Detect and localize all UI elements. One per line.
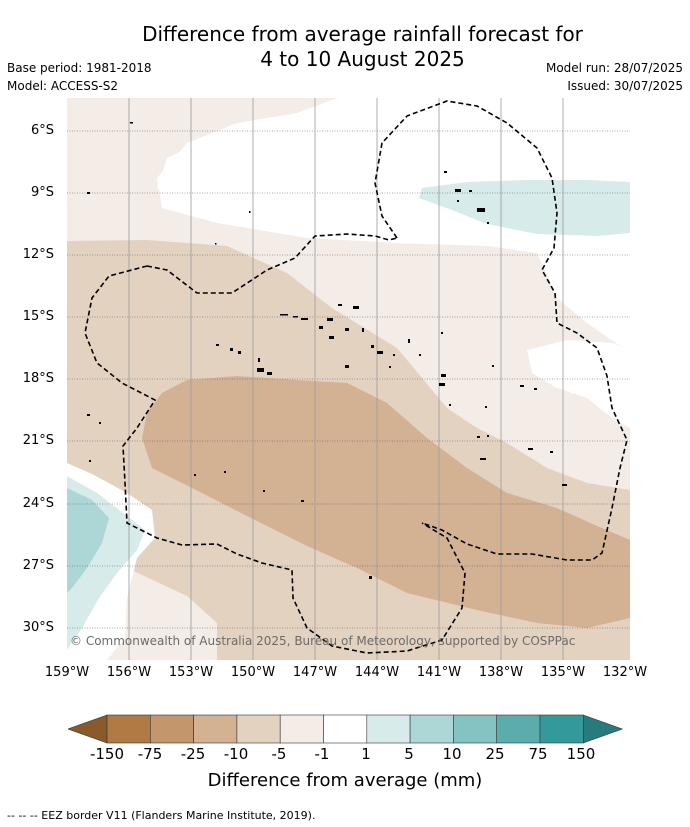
eez-legend-note: -- -- -- EEZ border V11 (Flanders Marine… <box>7 809 316 822</box>
colorbar-cell <box>453 714 497 744</box>
colorbar-cell <box>193 714 238 744</box>
colorbar-arrow-high <box>582 714 624 744</box>
near-average-region-right <box>527 340 630 428</box>
lon-label: 159°W <box>44 665 90 680</box>
colorbar-cell <box>539 714 584 744</box>
colorbar-title: Difference from average (mm) <box>207 770 483 791</box>
colorbar-cell <box>409 714 454 744</box>
colorbar-cell <box>279 714 324 744</box>
colorbar <box>68 714 624 744</box>
colorbar-tick-label: -150 <box>89 745 125 763</box>
map-title-line2: 4 to 10 August 2025 <box>260 47 465 71</box>
lat-label: 9°S <box>30 185 54 200</box>
lon-label: 144°W <box>354 665 400 680</box>
colorbar-tick-label: 10 <box>442 745 462 763</box>
lat-label: 24°S <box>22 496 54 511</box>
lon-label: 135°W <box>540 665 586 680</box>
copyright-notice: © Commonwealth of Australia 2025, Bureau… <box>70 634 576 648</box>
wet-region-northeast <box>419 180 630 236</box>
model-run-text: Model run: 28/07/2025 <box>545 61 683 75</box>
wet-region-southwest-core <box>67 488 109 593</box>
colorbar-tick-label: -5 <box>271 745 287 763</box>
lon-label: 150°W <box>230 665 276 680</box>
meta-left: Base period: 1981-2018 Model: ACCESS-S2 <box>7 59 152 95</box>
colorbar-cell <box>106 714 151 744</box>
eez-border-east <box>374 100 628 561</box>
colorbar-tick-label: 150 <box>566 745 596 763</box>
colorbar-arrow-low <box>68 714 108 744</box>
eez-border-north <box>146 233 398 294</box>
longitude-gridlines <box>128 98 564 660</box>
lon-label: 153°W <box>168 665 214 680</box>
lon-label: 141°W <box>416 665 462 680</box>
lat-label: 27°S <box>22 558 54 573</box>
colorbar-cell <box>150 714 194 744</box>
lon-label: 147°W <box>292 665 338 680</box>
colorbar-tick-label: 75 <box>528 745 548 763</box>
map-title-line1: Difference from average rainfall forecas… <box>142 22 583 46</box>
eez-border-west <box>84 265 466 654</box>
colorbar-cell <box>323 714 368 744</box>
lon-label: 132°W <box>602 665 648 680</box>
lat-label: 15°S <box>22 309 54 324</box>
lat-label: 21°S <box>22 433 54 448</box>
lat-label: 6°S <box>30 123 54 138</box>
colorbar-cell <box>496 714 541 744</box>
colorbar-tick-label: -25 <box>180 745 206 763</box>
lat-label: 12°S <box>22 247 54 262</box>
colorbar-tick-label: 1 <box>361 745 371 763</box>
lat-label: 18°S <box>22 371 54 386</box>
lat-label: 30°S <box>22 620 54 635</box>
colorbar-tick-label: -10 <box>223 745 249 763</box>
anomaly-band-medium <box>142 376 630 628</box>
islands <box>87 122 567 579</box>
colorbar-tick-label: -1 <box>314 745 330 763</box>
colorbar-cell <box>366 714 411 744</box>
colorbar-tick-label: -75 <box>137 745 163 763</box>
colorbar-cells <box>68 714 624 744</box>
base-period-text: Base period: 1981-2018 <box>7 61 152 75</box>
issued-text: Issued: 30/07/2025 <box>567 79 683 93</box>
colorbar-tick-label: 25 <box>485 745 505 763</box>
lon-label: 138°W <box>478 665 524 680</box>
map-title: Difference from average rainfall forecas… <box>0 22 690 72</box>
lon-label: 156°W <box>106 665 152 680</box>
colorbar-tick-label: 5 <box>404 745 414 763</box>
colorbar-cell <box>236 714 281 744</box>
meta-right: Model run: 28/07/2025 Issued: 30/07/2025 <box>546 59 683 95</box>
model-text: Model: ACCESS-S2 <box>7 79 119 93</box>
rainfall-map <box>67 98 630 660</box>
